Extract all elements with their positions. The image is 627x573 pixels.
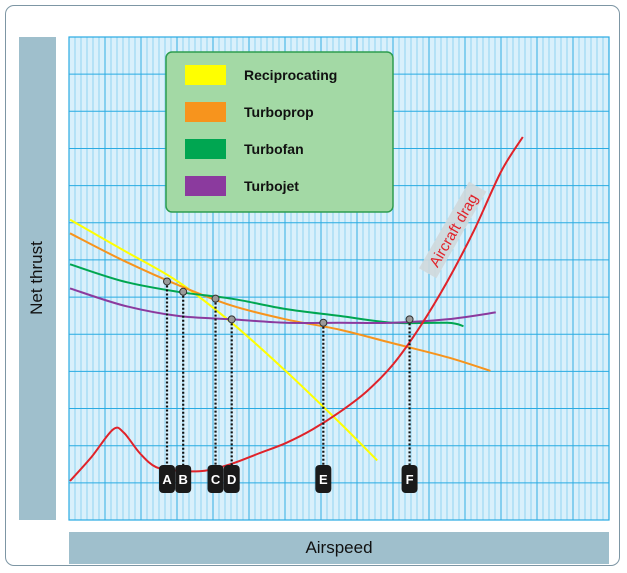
intersection-point-b <box>179 287 188 296</box>
legend-label-turboprop: Turboprop <box>244 104 314 120</box>
series-line-turboprop <box>69 232 491 372</box>
legend-swatch-turboprop <box>185 102 226 122</box>
marker-tag-a <box>159 465 176 493</box>
marker-label-c: C <box>211 472 221 487</box>
legend-swatch-turbofan <box>185 139 226 159</box>
intersection-point-c <box>211 294 220 303</box>
marker-tag-b <box>175 465 192 493</box>
legend-label-turbojet: Turbojet <box>244 178 299 194</box>
marker-tag-c <box>207 465 224 493</box>
marker-label-a: A <box>162 472 172 487</box>
x-axis-label: Airspeed <box>305 538 373 557</box>
series-line-turbofan <box>69 263 464 328</box>
intersection-point-a <box>163 277 172 286</box>
marker-label-f: F <box>406 472 414 487</box>
intersection-point-f <box>405 315 414 324</box>
legend-box <box>165 51 394 213</box>
series-line-aircraft-drag <box>69 136 524 482</box>
marker-label-d: D <box>227 472 236 487</box>
x-axis-label-bar: Airspeed <box>69 532 609 564</box>
legend-label-turbofan: Turbofan <box>244 141 304 157</box>
marker-tag-d <box>223 465 240 493</box>
marker-label-e: E <box>319 472 328 487</box>
legend-label-reciprocating: Reciprocating <box>244 67 337 83</box>
y-axis-label-bar <box>19 37 56 520</box>
intersection-point-e <box>319 318 328 327</box>
marker-tag-f <box>401 465 418 493</box>
intersection-point-d <box>227 315 236 324</box>
marker-label-b: B <box>178 472 187 487</box>
plot-border <box>68 36 610 521</box>
marker-tag-e <box>315 465 332 493</box>
aircraft-drag-label-band <box>419 181 487 279</box>
legend-swatch-turbojet <box>185 176 226 196</box>
series-line-turbojet <box>69 287 496 325</box>
legend-swatch-reciprocating <box>185 65 226 85</box>
